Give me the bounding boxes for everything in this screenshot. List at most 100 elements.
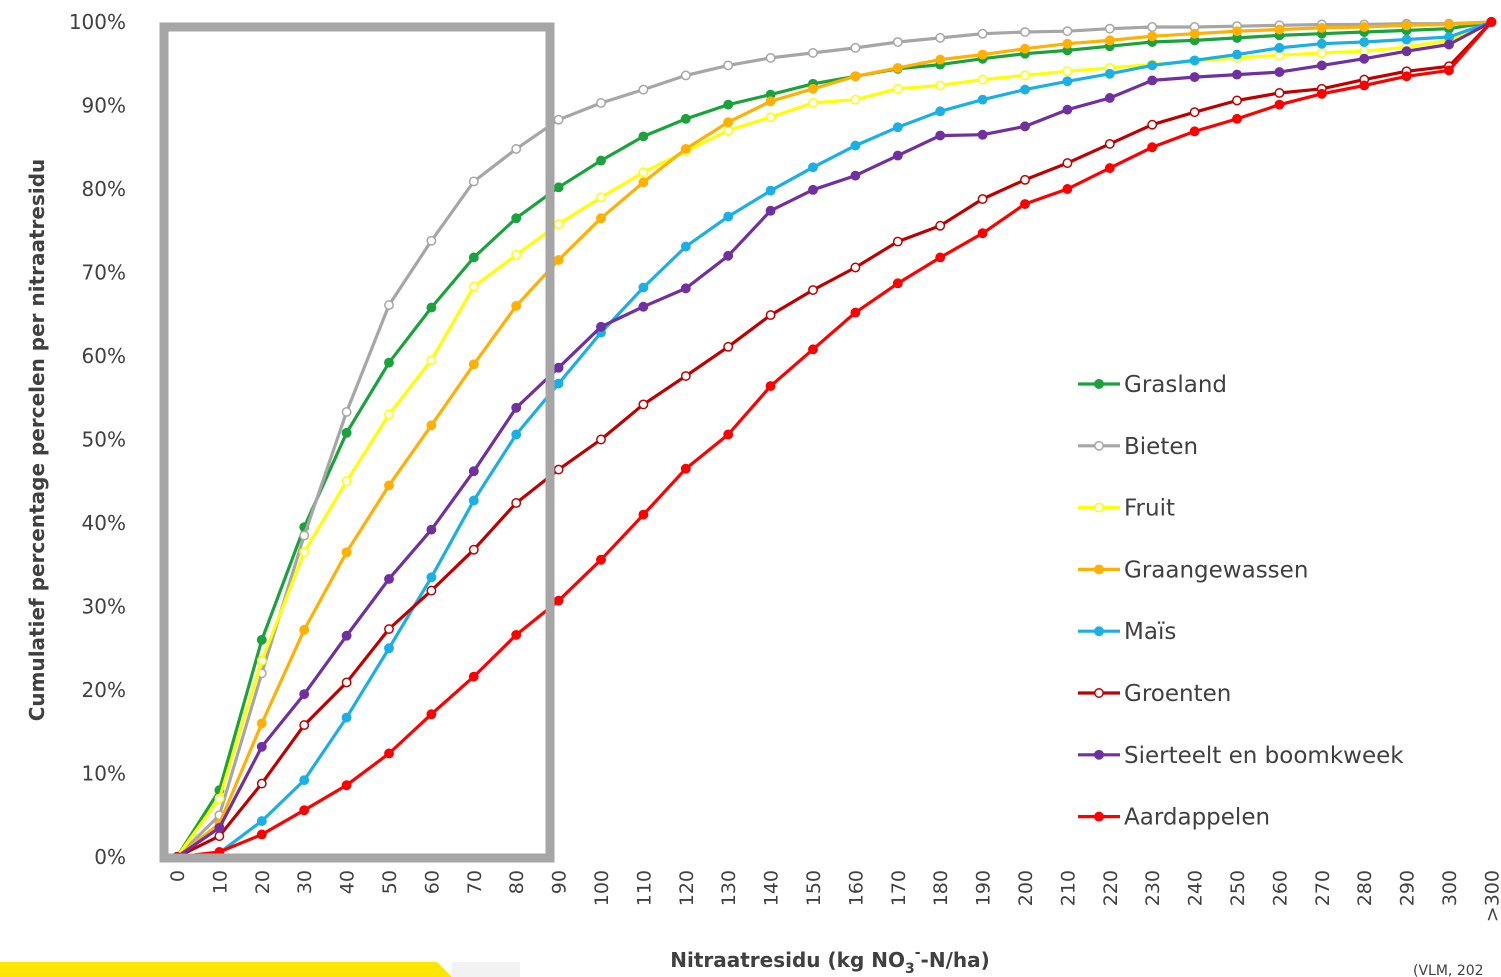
- data-point: [1104, 23, 1115, 34]
- highlight-box: [159, 22, 555, 863]
- x-tick-label: 180: [930, 870, 952, 906]
- data-point: [1444, 39, 1454, 50]
- data-point: [1274, 42, 1285, 53]
- data-point: [1359, 80, 1370, 91]
- data-point: [553, 362, 564, 373]
- data-point: [553, 464, 564, 475]
- data-point: [850, 140, 861, 151]
- data-point: [1020, 174, 1030, 185]
- data-point: [808, 285, 818, 295]
- data-point: [1316, 47, 1327, 58]
- data-point: [1104, 93, 1115, 103]
- data-point: [299, 805, 310, 816]
- data-point: [723, 429, 734, 440]
- data-point: [1062, 38, 1073, 49]
- data-point: [511, 498, 522, 508]
- data-point: [511, 429, 522, 440]
- legend-marker: [1094, 502, 1104, 513]
- data-point: [1232, 26, 1242, 37]
- data-point: [1401, 34, 1412, 45]
- data-point: [1189, 28, 1200, 39]
- legend-marker: [1094, 379, 1104, 389]
- data-point: [680, 113, 691, 124]
- data-point: [1104, 163, 1115, 174]
- data-point: [1232, 49, 1242, 60]
- series-bieten: [172, 17, 1497, 862]
- data-point: [1104, 68, 1115, 79]
- data-point: [468, 495, 479, 506]
- legend-marker: [1094, 688, 1104, 698]
- data-point: [596, 434, 606, 445]
- series-sierteelt-en-boomkweek: [172, 17, 1497, 862]
- data-point: [1359, 37, 1370, 47]
- x-tick-label: 240: [1185, 870, 1207, 906]
- series-grasland: [172, 17, 1497, 862]
- data-point: [723, 60, 734, 71]
- data-point: [1147, 119, 1158, 130]
- x-tick-label: 130: [718, 870, 740, 906]
- data-point: [384, 573, 394, 584]
- data-point: [256, 634, 267, 645]
- legend-label: Grasland: [1124, 372, 1227, 398]
- data-point: [935, 220, 946, 231]
- data-point: [256, 718, 267, 729]
- data-point: [1486, 17, 1497, 27]
- legend-label: Aardappelen: [1124, 805, 1270, 831]
- data-point: [384, 480, 394, 491]
- legend-label: Fruit: [1124, 496, 1175, 522]
- data-point: [468, 466, 479, 477]
- data-point: [638, 131, 649, 142]
- data-point: [468, 359, 479, 370]
- x-tick-label: 80: [506, 870, 528, 894]
- data-point: [723, 211, 734, 222]
- data-point: [426, 420, 437, 431]
- data-point: [1020, 70, 1030, 81]
- data-point: [1401, 46, 1412, 57]
- data-point: [1444, 19, 1454, 30]
- data-point: [935, 80, 946, 91]
- x-tick-label: 210: [1057, 870, 1079, 906]
- y-tick-label: 100%: [69, 10, 126, 34]
- x-tick-label: 50: [379, 870, 401, 894]
- y-tick-label: 10%: [82, 762, 126, 786]
- x-tick-label: 0: [167, 870, 189, 882]
- data-point: [638, 167, 649, 178]
- data-point: [765, 96, 776, 107]
- data-point: [1020, 84, 1030, 95]
- legend-label: Bieten: [1124, 434, 1198, 460]
- data-point: [1020, 199, 1030, 209]
- data-point: [977, 129, 988, 140]
- data-point: [638, 399, 649, 410]
- x-tick-label: 20: [252, 870, 274, 894]
- x-axis-title: Nitraatresidu (kg NO3--N/ha): [670, 945, 990, 977]
- data-point: [299, 624, 310, 635]
- x-tick-label: 230: [1142, 870, 1164, 906]
- data-point: [426, 355, 437, 366]
- data-point: [1232, 95, 1242, 106]
- legend-marker: [1094, 811, 1104, 822]
- data-point: [850, 94, 861, 105]
- data-point: [1189, 55, 1200, 66]
- data-point: [723, 125, 734, 136]
- data-point: [1104, 138, 1115, 149]
- legend-label: Sierteelt en boomkweek: [1124, 743, 1404, 769]
- series-fruit: [172, 17, 1497, 862]
- series-groenten: [172, 17, 1497, 862]
- x-tick-label: 60: [421, 870, 443, 894]
- series-line: [176, 20, 1493, 859]
- data-point: [426, 524, 437, 535]
- x-tick-label: 100: [591, 870, 613, 906]
- data-point: [1359, 22, 1370, 32]
- series-lines: [172, 17, 1497, 862]
- data-point: [1274, 99, 1285, 110]
- data-point: [892, 150, 903, 161]
- x-tick-label: 30: [294, 870, 316, 894]
- series-ma-s: [172, 17, 1497, 862]
- legend-item: Aardappelen: [1078, 805, 1270, 831]
- legend-item: Sierteelt en boomkweek: [1078, 743, 1404, 769]
- series-line: [176, 20, 1493, 859]
- data-point: [935, 32, 946, 43]
- data-point: [384, 357, 394, 368]
- data-point: [1062, 66, 1073, 77]
